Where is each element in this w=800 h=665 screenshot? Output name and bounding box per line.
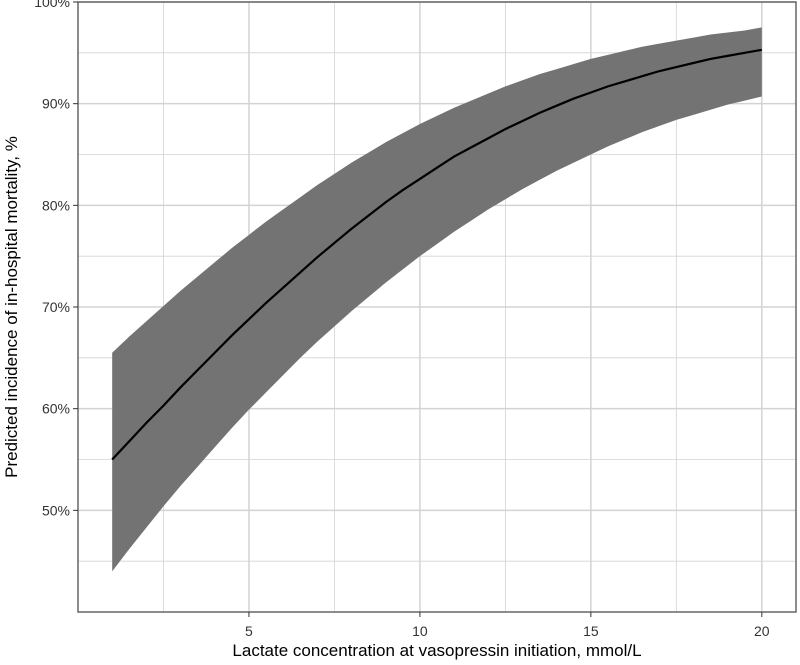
x-axis-label: Lactate concentration at vasopressin ini… — [232, 641, 641, 660]
y-axis-label: Predicted incidence of in-hospital morta… — [2, 136, 21, 478]
fitted-line — [111, 48, 763, 461]
y-tick-label: 60% — [42, 401, 70, 417]
y-tick-label: 50% — [42, 502, 70, 518]
x-tick-label: 5 — [245, 623, 253, 639]
y-tick-label: 90% — [42, 96, 70, 112]
x-tick-label: 15 — [583, 623, 599, 639]
confidence-band — [112, 27, 762, 572]
x-axis-ticks: 5 10 15 20 — [245, 612, 770, 639]
y-tick-label: 80% — [42, 197, 70, 213]
y-tick-label: 100% — [34, 0, 70, 10]
x-tick-label: 20 — [754, 623, 770, 639]
x-tick-label: 10 — [412, 623, 428, 639]
y-tick-label: 70% — [42, 299, 70, 315]
y-axis-ticks: 50% 60% 70% 80% 90% 100% — [34, 0, 78, 518]
